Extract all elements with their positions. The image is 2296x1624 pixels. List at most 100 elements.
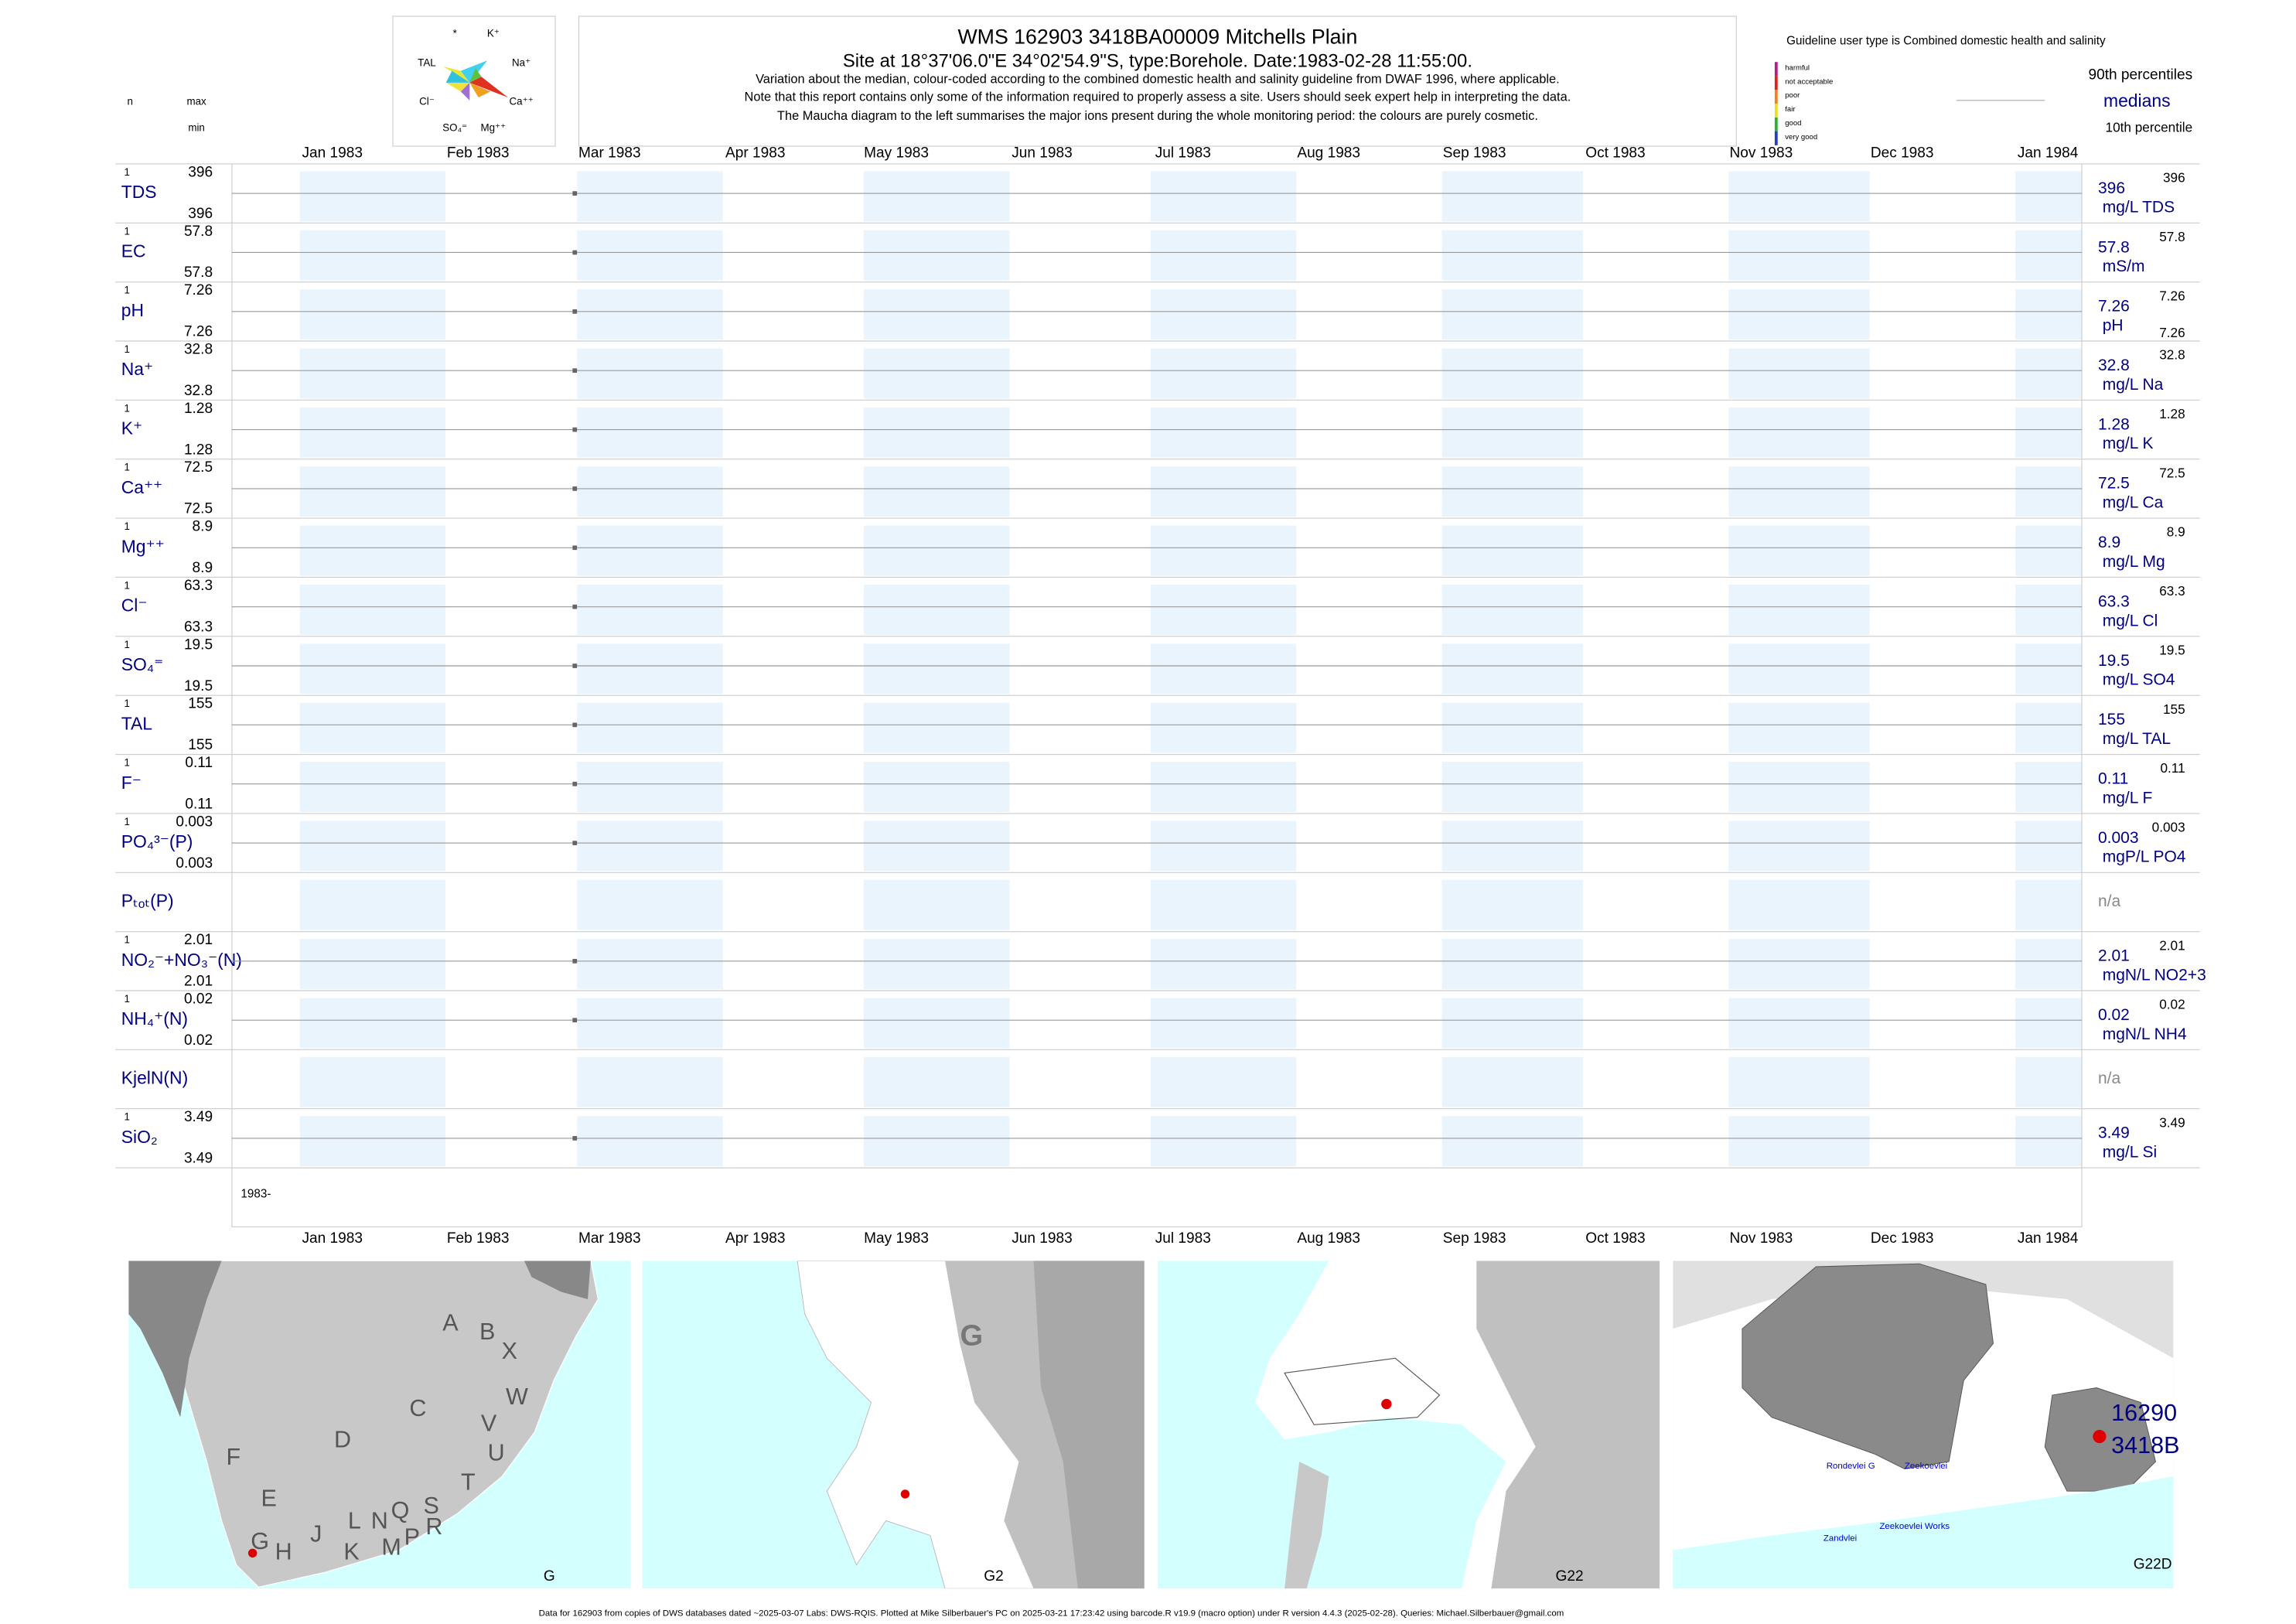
month-band bbox=[864, 348, 1010, 399]
sample-count: 1 bbox=[125, 816, 130, 827]
median-value: 396 bbox=[2098, 179, 2125, 197]
month-band bbox=[1441, 702, 1583, 753]
sample-count: 1 bbox=[125, 462, 130, 473]
parameter-label: NH₄⁺(N) bbox=[121, 1008, 188, 1029]
month-band bbox=[864, 702, 1010, 753]
month-band bbox=[577, 585, 723, 635]
maucha-label: K⁺ bbox=[487, 27, 500, 39]
median-value: 0.02 bbox=[2098, 1006, 2130, 1024]
month-band bbox=[1441, 1116, 1583, 1167]
map-region-label: 16290 bbox=[2111, 1400, 2177, 1426]
month-band bbox=[299, 525, 446, 576]
month-band bbox=[2015, 821, 2082, 872]
unit: mg/L Mg bbox=[2103, 553, 2165, 571]
sample-count: 1 bbox=[125, 285, 130, 296]
month-band bbox=[299, 1056, 446, 1107]
unit: mgP/L PO4 bbox=[2103, 848, 2186, 866]
legend-swatch bbox=[1774, 76, 1778, 90]
sample-point bbox=[572, 604, 578, 609]
column-label: n bbox=[127, 95, 132, 107]
land bbox=[1033, 1261, 1145, 1589]
month-band bbox=[1150, 525, 1297, 576]
p90-value: 0.003 bbox=[2152, 820, 2185, 835]
map-region-label: L bbox=[348, 1507, 361, 1534]
max-value: 0.02 bbox=[184, 991, 213, 1008]
month-band bbox=[1441, 879, 1583, 930]
month-label: May 1983 bbox=[864, 145, 929, 162]
p90-value: 0.02 bbox=[2159, 997, 2185, 1012]
median-value: 7.26 bbox=[2098, 298, 2130, 316]
month-band bbox=[299, 289, 446, 340]
site-marker bbox=[247, 1548, 258, 1558]
max-value: 19.5 bbox=[184, 636, 213, 653]
unit: mg/L TDS bbox=[2103, 199, 2175, 217]
month-band bbox=[864, 879, 1010, 930]
median-value: 8.9 bbox=[2098, 534, 2120, 551]
sample-point bbox=[572, 427, 578, 432]
month-band bbox=[2015, 643, 2082, 694]
guideline-label: Guideline user type is Combined domestic… bbox=[1786, 34, 2106, 47]
p90-value: 57.8 bbox=[2159, 229, 2185, 244]
time-axis-start: 1983- bbox=[241, 1187, 271, 1200]
month-band bbox=[577, 998, 723, 1049]
month-label: May 1983 bbox=[864, 1230, 929, 1247]
month-band bbox=[577, 702, 723, 753]
p90-value: 0.11 bbox=[2160, 760, 2185, 776]
month-band bbox=[864, 289, 1010, 340]
sample-count: 1 bbox=[125, 343, 130, 355]
map-region-label: Rondevlei G bbox=[1827, 1462, 1875, 1471]
unit: mg/L F bbox=[2103, 789, 2153, 807]
month-band bbox=[299, 879, 446, 930]
month-band bbox=[1150, 230, 1297, 281]
note: The Maucha diagram to the left summarise… bbox=[777, 109, 1538, 123]
parameter-label: Ca⁺⁺ bbox=[121, 477, 162, 497]
month-band bbox=[577, 525, 723, 576]
month-band bbox=[299, 407, 446, 458]
maucha-segment bbox=[469, 82, 490, 97]
month-band bbox=[577, 762, 723, 812]
sample-point bbox=[572, 664, 578, 668]
max-value: 2.01 bbox=[184, 932, 213, 948]
p90-value: 72.5 bbox=[2159, 465, 2185, 480]
map-region-label: Zeekoevlei Works bbox=[1879, 1522, 1950, 1531]
month-band bbox=[299, 702, 446, 753]
maucha-segment bbox=[445, 82, 470, 92]
month-band bbox=[1728, 348, 1870, 399]
p90-value: 2.01 bbox=[2159, 937, 2185, 953]
month-label: Aug 1983 bbox=[1297, 145, 1360, 162]
month-band bbox=[864, 466, 1010, 517]
month-band bbox=[1441, 289, 1583, 340]
month-band bbox=[1728, 939, 1870, 990]
month-label: Jul 1983 bbox=[1155, 145, 1211, 162]
median-label: medians bbox=[2103, 90, 2171, 111]
parameter-label: SO₄⁼ bbox=[121, 654, 164, 674]
month-band bbox=[1441, 230, 1583, 281]
legend-label: fair bbox=[1785, 105, 1796, 114]
month-band bbox=[299, 230, 446, 281]
p90-value: 32.8 bbox=[2159, 347, 2185, 363]
month-band bbox=[1728, 466, 1870, 517]
map-region-label: U bbox=[488, 1440, 505, 1466]
unit: mS/m bbox=[2103, 258, 2145, 275]
month-band bbox=[864, 230, 1010, 281]
maucha-diagram bbox=[442, 60, 508, 101]
maucha-label: SO₄⁼ bbox=[442, 122, 467, 134]
legend-label: good bbox=[1785, 119, 1801, 128]
month-band bbox=[577, 171, 723, 222]
subtitle: Site at 18°37'06.0"E 34°02'54.9"S, type:… bbox=[843, 50, 1472, 71]
parameter-label: K⁺ bbox=[121, 418, 142, 438]
map-region-label: V bbox=[481, 1410, 497, 1436]
month-band bbox=[1441, 171, 1583, 222]
month-label: Apr 1983 bbox=[725, 1230, 785, 1247]
month-band bbox=[299, 585, 446, 635]
map-region-label: B bbox=[479, 1319, 495, 1345]
maucha-label: TAL bbox=[418, 57, 436, 69]
median-value: 2.01 bbox=[2098, 947, 2130, 965]
month-band bbox=[864, 998, 1010, 1049]
month-band bbox=[2015, 348, 2082, 399]
sample-point bbox=[572, 191, 578, 196]
month-band bbox=[864, 643, 1010, 694]
map-region-label: Q bbox=[391, 1497, 410, 1523]
month-band bbox=[2015, 879, 2082, 930]
month-band bbox=[1728, 525, 1870, 576]
